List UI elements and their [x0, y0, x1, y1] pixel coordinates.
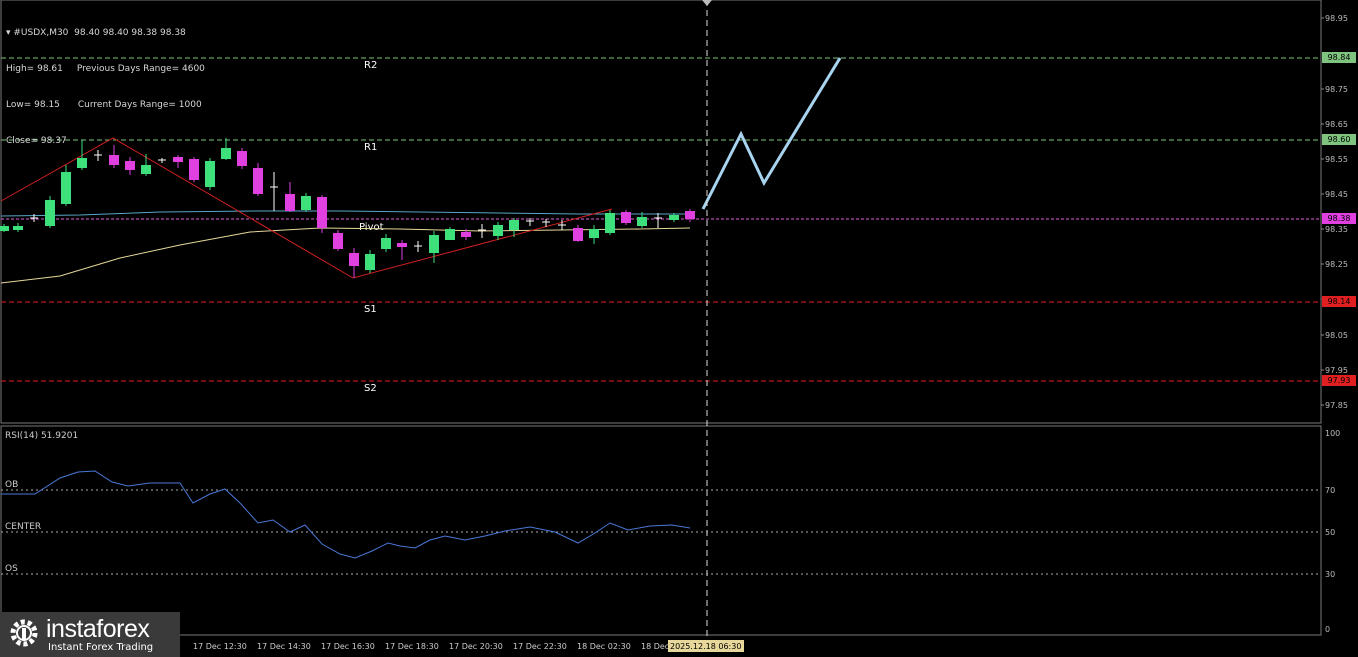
bear-candle	[109, 155, 119, 165]
r1-price-badge: 98.60	[1322, 134, 1356, 145]
bull-candle	[493, 225, 503, 236]
bull-candle	[45, 200, 55, 226]
bull-candle	[637, 217, 647, 226]
current-range: Current Days Range= 1000	[77, 100, 202, 110]
cursor-marker-icon	[702, 0, 712, 6]
bear-candle	[573, 228, 583, 241]
bull-candle	[429, 235, 439, 253]
symbol-line: ▾ #USDX,M30 98.40 98.40 98.38 98.38	[6, 28, 186, 38]
bear-candle	[189, 159, 199, 180]
rsi-ob-label: OB	[5, 480, 18, 490]
time-axis: 17 Dec 12:30 17 Dec 14:30 17 Dec 16:30 17 D…	[193, 640, 744, 652]
candlesticks[interactable]	[0, 138, 695, 278]
time-label: 18 Dec 02:30	[577, 642, 631, 651]
time-label: 17 Dec 20:30	[449, 642, 503, 651]
previous-range: Previous Days Range= 4600	[76, 64, 205, 74]
dropdown-triangle-icon[interactable]: ▾	[6, 28, 14, 38]
rsi-center-label: CENTER	[5, 522, 41, 532]
close-value: Close= 98.37	[6, 136, 67, 146]
logo-name: instaforex	[46, 615, 150, 643]
bear-candle	[253, 168, 263, 194]
rsi-scale-label: 70	[1325, 486, 1335, 495]
bear-candle	[349, 253, 359, 266]
bear-candle	[173, 157, 183, 162]
s2-price-badge: 97.93	[1322, 375, 1356, 386]
price-tick-label: 98.95	[1325, 14, 1348, 23]
time-label: 17 Dec 16:30	[321, 642, 375, 651]
instaforex-logo: instaforex Instant Forex Trading	[0, 612, 180, 657]
bull-candle	[205, 161, 215, 187]
price-panel[interactable]	[0, 0, 1322, 424]
current-price-badge: 98.38	[1322, 213, 1356, 224]
bull-candle	[0, 226, 9, 231]
r2-price-badge: 98.84	[1322, 52, 1356, 63]
price-tick-label: 98.25	[1325, 260, 1348, 269]
price-tick-label: 98.75	[1325, 85, 1348, 94]
bear-candle	[285, 194, 295, 211]
price-tick-label: 98.45	[1325, 190, 1348, 199]
bull-candle	[445, 229, 455, 240]
bull-candle	[141, 165, 151, 174]
bull-candle	[605, 213, 615, 233]
symbol-info: ▾ #USDX,M30 98.40 98.40 98.38 98.38 High…	[6, 3, 205, 159]
time-label: 17 Dec 22:30	[513, 642, 567, 651]
bull-candle	[77, 158, 87, 168]
r2-label: R2	[364, 60, 377, 71]
price-axis: 98.9598.7598.6598.5598.4598.3598.2598.15…	[1321, 14, 1348, 410]
bear-candle	[333, 233, 343, 249]
bear-candle	[461, 232, 471, 237]
bull-candle	[589, 229, 599, 238]
cursor-time-label: 2025.12.18 06:30	[670, 642, 741, 651]
s1-label: S1	[364, 304, 377, 315]
time-label: 17 Dec 12:30	[193, 642, 247, 651]
rsi-scale-label: 100	[1325, 429, 1340, 438]
time-label: 17 Dec 18:30	[385, 642, 439, 651]
cursor-time-badge	[668, 640, 744, 652]
rsi-title: RSI(14) 51.9201	[5, 431, 78, 441]
zigzag-line	[0, 137, 613, 279]
moving-average-blue	[0, 210, 690, 217]
time-label: 18 Dec	[641, 642, 669, 651]
rsi-os-label: OS	[5, 564, 18, 574]
bear-candle	[125, 161, 135, 170]
bear-candle	[621, 212, 631, 223]
bear-candle	[237, 151, 247, 166]
s2-label: S2	[364, 383, 377, 394]
low-value: Low= 98.15	[6, 100, 60, 110]
rsi-panel[interactable]	[0, 425, 1322, 636]
r1-label: R1	[364, 142, 377, 153]
pivot-label: Pivot	[359, 222, 384, 233]
bull-candle	[509, 220, 519, 230]
rsi-scale-label: 30	[1325, 570, 1335, 579]
bear-candle	[685, 211, 695, 219]
bear-candle	[397, 243, 407, 247]
price-tick-label: 98.55	[1325, 155, 1348, 164]
bull-candle	[61, 172, 71, 204]
price-tick-label: 98.65	[1325, 120, 1348, 129]
rsi-line	[1, 470, 691, 559]
logo-tagline: Instant Forex Trading	[48, 642, 154, 653]
bull-candle	[669, 215, 679, 220]
rsi-axis: 100 70 50 30 0	[1325, 429, 1340, 634]
bear-candle	[317, 197, 327, 228]
price-tick-label: 97.95	[1325, 366, 1348, 375]
high-value: High= 98.61	[6, 64, 63, 74]
price-tick-label: 97.85	[1325, 401, 1348, 410]
time-label: 17 Dec 14:30	[257, 642, 311, 651]
bull-candle	[301, 196, 311, 210]
forecast-arrow	[701, 57, 842, 210]
bull-candle	[221, 148, 231, 159]
bull-candle	[13, 226, 23, 230]
price-tick-label: 98.05	[1325, 331, 1348, 340]
rsi-scale-label: 0	[1325, 625, 1330, 634]
price-tick-label: 98.35	[1325, 225, 1348, 234]
moving-average-yellow	[0, 227, 691, 284]
bull-candle	[381, 238, 391, 249]
rsi-scale-label: 50	[1325, 528, 1335, 537]
bull-candle	[365, 254, 375, 270]
s1-price-badge: 98.14	[1322, 296, 1356, 307]
gear-logo-icon	[10, 619, 38, 647]
